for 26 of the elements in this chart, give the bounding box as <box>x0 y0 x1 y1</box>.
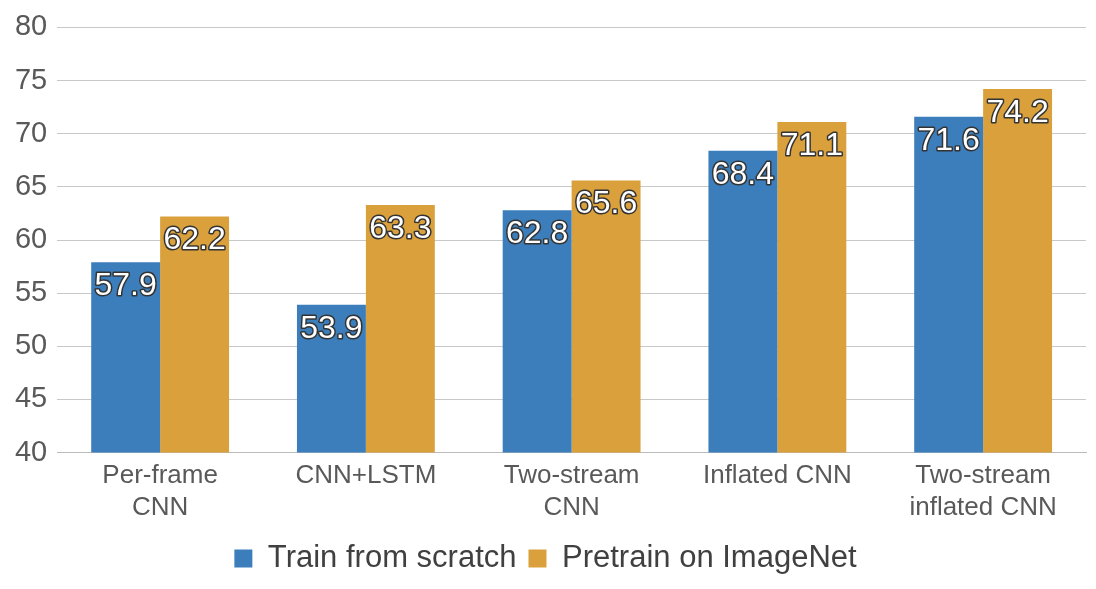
legend-label: Train from scratch <box>267 539 517 575</box>
data-label: 74.2 <box>986 92 1049 129</box>
data-label: 63.3 <box>369 208 432 245</box>
y-tick-label: 70 <box>14 115 48 148</box>
y-tick-label: 40 <box>14 434 48 467</box>
data-label: 62.8 <box>506 214 569 251</box>
x-tick-label: Two-stream inflated CNN <box>909 459 1057 521</box>
y-tick-label: 45 <box>14 381 48 414</box>
data-label: 62.2 <box>163 220 226 257</box>
y-tick-label: 65 <box>14 168 48 201</box>
legend-label: Pretrain on ImageNet <box>561 539 858 575</box>
data-label: 57.9 <box>94 266 157 303</box>
x-tick-label: Two-stream CNN <box>503 459 640 521</box>
x-tick-label: Inflated CNN <box>702 459 852 490</box>
data-label: 68.4 <box>711 154 775 191</box>
y-tick-label: 55 <box>14 275 48 308</box>
y-tick-label: 75 <box>14 62 48 95</box>
data-label: 65.6 <box>574 184 638 221</box>
data-label: 71.6 <box>917 120 980 157</box>
y-tick-label: 50 <box>14 328 48 361</box>
data-label: 71.1 <box>780 125 843 162</box>
y-tick-label: 60 <box>14 222 48 254</box>
x-tick-label: CNN+LSTM <box>295 459 437 490</box>
x-tick-label: Per-frame CNN <box>102 459 218 521</box>
data-label: 53.9 <box>300 308 363 345</box>
y-tick-label: 80 <box>14 9 48 42</box>
